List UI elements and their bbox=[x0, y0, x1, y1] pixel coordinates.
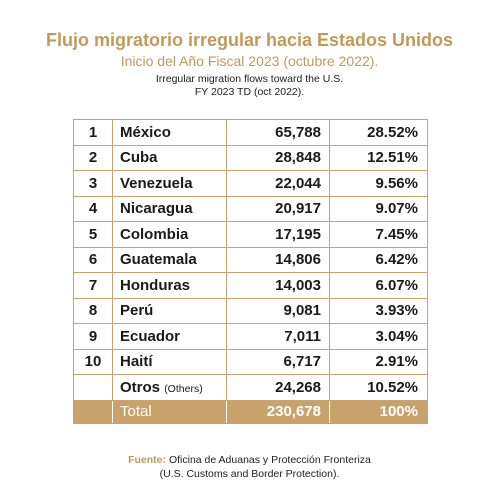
rank-cell: 3 bbox=[73, 170, 113, 197]
value-cell: 7,011 bbox=[226, 323, 330, 350]
table-row: 4 Nicaragua 20,917 9.07% bbox=[73, 195, 428, 222]
others-value-cell: 24,268 bbox=[226, 374, 330, 401]
country-cell: Venezuela bbox=[112, 170, 227, 197]
english-subtitle-line: FY 2023 TD (oct 2022). bbox=[194, 86, 305, 98]
source-label: Fuente: bbox=[128, 454, 167, 466]
country-cell: Haití bbox=[112, 348, 227, 375]
table-row: 5 Colombia 17,195 7.45% bbox=[73, 221, 428, 248]
rank-cell: 10 bbox=[73, 348, 113, 375]
value-cell: 17,195 bbox=[226, 221, 330, 248]
table-row: 6 Guatemala 14,806 6.42% bbox=[73, 246, 428, 273]
table-row: 3 Venezuela 22,044 9.56% bbox=[73, 170, 428, 197]
value-cell: 9,081 bbox=[226, 297, 330, 324]
percent-cell: 6.42% bbox=[329, 246, 428, 273]
others-cell: Otros (Others) bbox=[112, 374, 227, 401]
others-percent-cell: 10.52% bbox=[329, 374, 428, 401]
country-cell: Guatemala bbox=[112, 246, 227, 273]
rank-cell: 4 bbox=[73, 195, 113, 222]
rank-cell: 9 bbox=[73, 323, 113, 350]
percent-cell: 9.56% bbox=[329, 170, 428, 197]
value-cell: 28,848 bbox=[226, 144, 330, 171]
table-row: 7 Honduras 14,003 6.07% bbox=[73, 272, 428, 299]
total-percent-cell: 100% bbox=[329, 399, 428, 424]
value-cell: 6,717 bbox=[226, 348, 330, 375]
percent-cell: 12.51% bbox=[329, 144, 428, 171]
country-cell: Honduras bbox=[112, 272, 227, 299]
country-cell: Cuba bbox=[112, 144, 227, 171]
rank-cell: 6 bbox=[73, 246, 113, 273]
table-row: 2 Cuba 28,848 12.51% bbox=[73, 144, 428, 171]
percent-cell: 3.93% bbox=[329, 297, 428, 324]
source-text-english: (U.S. Customs and Border Protection). bbox=[159, 468, 340, 480]
value-cell: 22,044 bbox=[226, 170, 330, 197]
value-cell: 65,788 bbox=[226, 119, 330, 146]
percent-cell: 7.45% bbox=[329, 221, 428, 248]
page-title: Flujo migratorio irregular hacia Estados… bbox=[45, 30, 454, 50]
source-text: Oficina de Aduanas y Protección Fronteri… bbox=[168, 454, 371, 466]
percent-cell: 3.04% bbox=[329, 323, 428, 350]
table-row: 1 México 65,788 28.52% bbox=[73, 119, 428, 146]
country-cell: Perú bbox=[112, 297, 227, 324]
country-cell: Colombia bbox=[112, 221, 227, 248]
table-row: 10 Haití 6,717 2.91% bbox=[73, 348, 428, 375]
total-row: Total 230,678 100% bbox=[73, 399, 428, 424]
percent-cell: 2.91% bbox=[329, 348, 428, 375]
value-cell: 20,917 bbox=[226, 195, 330, 222]
table-row: 9 Ecuador 7,011 3.04% bbox=[73, 323, 428, 350]
percent-cell: 28.52% bbox=[329, 119, 428, 146]
total-value-cell: 230,678 bbox=[226, 399, 330, 424]
rank-cell-empty bbox=[73, 374, 113, 401]
rank-cell: 2 bbox=[73, 144, 113, 171]
percent-cell: 6.07% bbox=[329, 272, 428, 299]
country-cell: Ecuador bbox=[112, 323, 227, 350]
others-note: (Others) bbox=[164, 382, 203, 395]
country-cell: México bbox=[112, 119, 227, 146]
rank-cell: 1 bbox=[73, 119, 113, 146]
source-note: Fuente: Oficina de Aduanas y Protección … bbox=[0, 453, 499, 481]
rank-cell: 5 bbox=[73, 221, 113, 248]
english-title-line: Irregular migration flows toward the U.S… bbox=[155, 73, 344, 85]
migration-table-body: 1 México 65,788 28.52% 2 Cuba 28,848 12.51% 3 Ven… bbox=[73, 119, 428, 424]
table-row: 8 Perú 9,081 3.93% bbox=[73, 297, 428, 324]
rank-cell: 7 bbox=[73, 272, 113, 299]
percent-cell: 9.07% bbox=[329, 195, 428, 222]
value-cell: 14,806 bbox=[226, 246, 330, 273]
others-label: Otros bbox=[120, 378, 161, 396]
page-subtitle: Inicio del Año Fiscal 2023 (octubre 2022… bbox=[120, 53, 379, 69]
total-rank-empty bbox=[73, 399, 113, 424]
migration-table: 1 México 65,788 28.52% 2 Cuba 28,848 12.51% 3 Ven… bbox=[73, 119, 428, 424]
country-cell: Nicaragua bbox=[112, 195, 227, 222]
others-row: Otros (Others) 24,268 10.52% bbox=[73, 374, 428, 401]
total-label-cell: Total bbox=[112, 399, 227, 424]
rank-cell: 8 bbox=[73, 297, 113, 324]
value-cell: 14,003 bbox=[226, 272, 330, 299]
